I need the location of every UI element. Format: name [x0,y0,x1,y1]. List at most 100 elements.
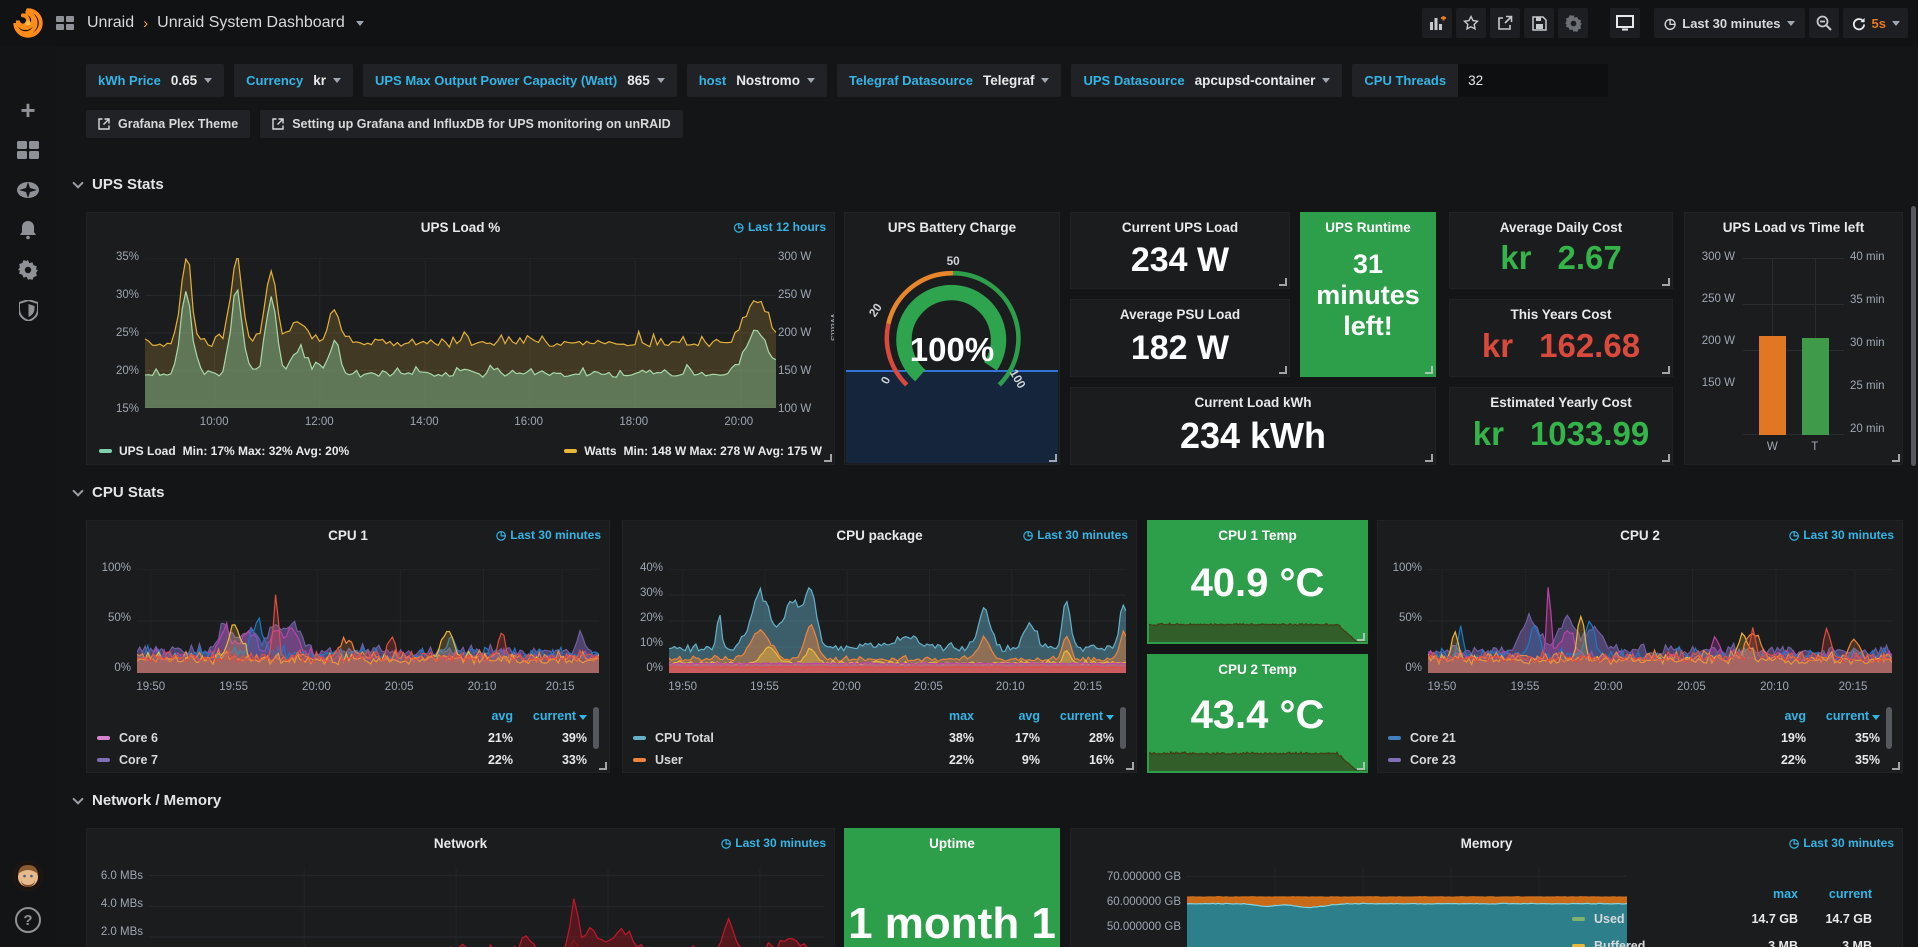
memory-chart[interactable] [1187,869,1627,947]
section-cpu-stats[interactable]: CPU Stats [72,484,165,501]
panel-title[interactable]: Memory [1460,836,1513,851]
panel-timerange[interactable]: ◷ Last 30 minutes [1788,836,1894,850]
zoom-out-button[interactable] [1808,8,1839,38]
network-chart[interactable] [149,869,824,947]
settings-button[interactable] [1558,8,1589,38]
time-range-picker[interactable]: ◷ Last 30 minutes [1654,8,1805,38]
panel-title[interactable]: Average Daily Cost [1499,220,1623,235]
server-admin-shield-icon[interactable] [0,290,56,330]
add-panel-button[interactable] [1422,8,1453,38]
breadcrumb-current[interactable]: Unraid System Dashboard [157,14,345,31]
legend-scrollbar[interactable] [593,707,599,749]
legend-col-header[interactable]: current [1828,887,1872,901]
bar-time-left[interactable] [1802,338,1829,435]
legend-col-header[interactable]: avg [1784,709,1806,723]
ups-load-chart[interactable] [145,258,776,408]
panel-title[interactable]: UPS Load vs Time left [1722,220,1865,235]
cpu1-chart[interactable] [137,569,599,673]
panel-title[interactable]: CPU 1 [328,528,368,543]
legend-scrollbar[interactable] [1120,707,1126,749]
save-button[interactable] [1524,8,1555,38]
panel-cpu1[interactable]: CPU 1 ◷ Last 30 minutes 100% 50% 0% 19:50 19… [86,520,610,773]
star-button[interactable] [1456,8,1487,38]
legend-col-header[interactable]: max [1772,887,1798,901]
panel-this-years-cost[interactable]: This Years Cost kr 162.68 [1449,299,1673,377]
panel-timerange[interactable]: ◷ Last 30 minutes [1788,528,1894,542]
legend-row[interactable]: Core 23 22% 35% [1388,749,1880,771]
panel-network[interactable]: Network ◷ Last 30 minutes 6.0 MBs 4.0 MBs 2… [86,828,835,947]
legend-scrollbar[interactable] [1886,707,1892,749]
panel-title[interactable]: UPS Load % [420,220,501,235]
panel-title[interactable]: Network [433,836,488,851]
variable-currency[interactable]: Currency kr [234,64,353,97]
dashboard-grid-icon[interactable] [56,16,74,30]
legend-col-header[interactable]: current [1040,709,1114,723]
panel-cpu2[interactable]: CPU 2 ◷ Last 30 minutes 100% 50% 0% 19:50 19… [1377,520,1903,773]
user-avatar[interactable] [13,861,43,891]
breadcrumb-root[interactable]: Unraid [87,14,135,31]
section-ups-stats[interactable]: UPS Stats [72,176,164,193]
panel-cpu1-temp[interactable]: CPU 1 Temp 40.9 °C [1147,520,1368,644]
grafana-logo[interactable] [0,0,56,46]
legend-col-header[interactable]: current [513,709,587,723]
panel-title[interactable]: CPU 2 Temp [1218,662,1297,677]
panel-average-psu-load[interactable]: Average PSU Load 182 W [1070,299,1290,377]
link-ups-monitoring-guide[interactable]: Setting up Grafana and InfluxDB for UPS … [260,110,683,138]
link-grafana-plex-theme[interactable]: Grafana Plex Theme [86,110,251,138]
legend-col-header[interactable]: max [948,709,974,723]
panel-ups-load-vs-time[interactable]: UPS Load vs Time left 300 W 250 W 200 W 150… [1684,212,1903,465]
explore-compass-icon[interactable] [0,170,56,210]
legend-item[interactable]: UPS Load Min: 17% Max: 32% Avg: 20% [99,444,349,458]
legend-col-header[interactable]: current [1806,709,1880,723]
refresh-control[interactable]: 5s [1842,8,1908,38]
panel-uptime[interactable]: Uptime 1 month 1 [844,828,1060,947]
panel-timerange[interactable]: ◷ Last 30 minutes [720,836,826,850]
panel-title[interactable]: Current UPS Load [1121,220,1239,235]
panel-timerange[interactable]: ◷ Last 30 minutes [495,528,601,542]
panel-title[interactable]: Estimated Yearly Cost [1490,395,1632,410]
panel-timerange[interactable]: ◷ Last 30 minutes [1022,528,1128,542]
panel-ups-battery-gauge[interactable]: UPS Battery Charge 0 20 50 100 100% [844,212,1060,465]
cpu-threads-input[interactable] [1458,64,1609,97]
panel-title[interactable]: Uptime [929,836,975,851]
panel-memory[interactable]: Memory ◷ Last 30 minutes 70.000000 GB 60.0… [1070,828,1903,947]
variable-kwh-price[interactable]: kWh Price 0.65 [86,64,225,97]
page-scrollbar[interactable] [1911,206,1916,466]
help-icon[interactable]: ? [15,907,41,933]
dashboards-icon[interactable] [0,130,56,170]
create-plus-icon[interactable]: + [20,94,36,125]
variable-telegraf-datasource[interactable]: Telegraf Datasource Telegraf [836,64,1062,97]
panel-title[interactable]: UPS Runtime [1325,220,1411,235]
panel-cpu2-temp[interactable]: CPU 2 Temp 43.4 °C [1147,654,1368,773]
breadcrumb-caret-icon[interactable] [355,20,364,26]
panel-cpu-package[interactable]: CPU package ◷ Last 30 minutes 40% 30% 20% 10… [622,520,1137,773]
panel-title[interactable]: CPU 2 [1620,528,1660,543]
panel-title[interactable]: CPU 1 Temp [1218,528,1297,543]
section-network-memory[interactable]: Network / Memory [72,792,221,809]
legend-row[interactable]: Used 14.7 GB 14.7 GB [1572,905,1872,932]
cpu-package-chart[interactable] [669,569,1126,673]
panel-average-daily-cost[interactable]: Average Daily Cost kr 2.67 [1449,212,1673,289]
panel-title[interactable]: CPU package [836,528,923,543]
legend-row[interactable]: User 22% 9% 16% [633,749,1114,771]
share-button[interactable] [1490,8,1521,38]
legend-col-header[interactable]: avg [1018,709,1040,723]
legend-row[interactable]: Buffered 3 MB 3 MB [1572,932,1872,947]
panel-timerange[interactable]: ◷ Last 12 hours [733,220,826,234]
legend-item[interactable]: Watts Min: 148 W Max: 278 W Avg: 175 W [564,444,822,458]
panel-title[interactable]: Average PSU Load [1119,307,1241,322]
panel-title[interactable]: Current Load kWh [1194,395,1312,410]
variable-ups-datasource[interactable]: UPS Datasource apcupsd-container [1071,64,1343,97]
bar-watts[interactable] [1759,336,1786,435]
cycle-view-button[interactable] [1610,8,1641,38]
panel-ups-runtime[interactable]: UPS Runtime 31 minutes left! [1300,212,1436,377]
variable-ups-max-output[interactable]: UPS Max Output Power Capacity (Watt) 865 [362,64,677,97]
legend-row[interactable]: Core 7 22% 33% [97,749,587,771]
panel-current-load-kwh[interactable]: Current Load kWh 234 kWh [1070,387,1436,465]
panel-title[interactable]: UPS Battery Charge [887,220,1017,235]
legend-col-header[interactable]: avg [491,709,513,723]
panel-estimated-yearly-cost[interactable]: Estimated Yearly Cost kr 1033.99 [1449,387,1673,465]
panel-title[interactable]: This Years Cost [1510,307,1612,322]
panel-ups-load-pct[interactable]: UPS Load % ◷ Last 12 hours Percent Watts … [86,212,835,465]
legend-row[interactable]: CPU Total 38% 17% 28% [633,727,1114,749]
